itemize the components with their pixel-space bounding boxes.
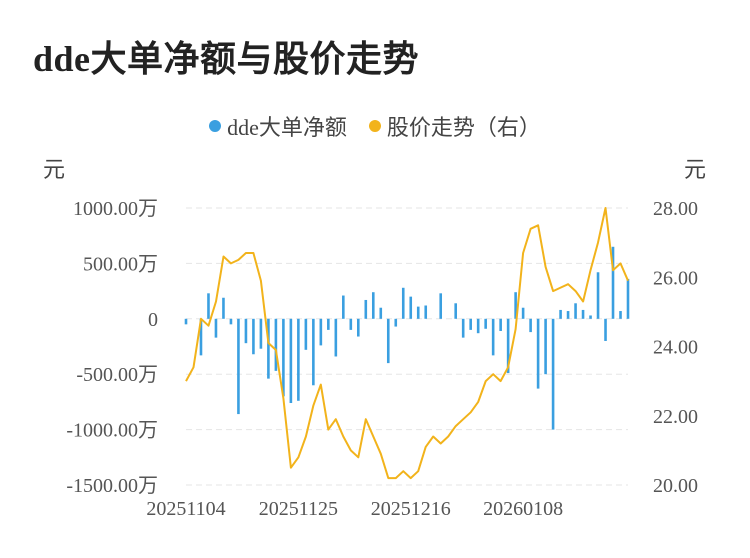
- bar: [357, 318, 360, 337]
- legend-label-dde: dde大单净额: [227, 115, 347, 140]
- bar: [409, 296, 413, 319]
- x-tick-label: 20251216: [371, 498, 451, 520]
- bar: [574, 303, 577, 319]
- bar: [401, 287, 405, 319]
- bar: [514, 292, 517, 319]
- bar: [289, 318, 293, 404]
- bar: [551, 318, 555, 430]
- bar: [334, 318, 338, 357]
- bar: [544, 318, 547, 375]
- legend: dde大单净额 股价走势（右）: [0, 110, 750, 142]
- bar: [229, 318, 233, 325]
- left-tick-label: 0: [148, 309, 158, 331]
- bar: [342, 295, 345, 319]
- legend-line-swatch: [368, 120, 381, 132]
- legend-item-dde[interactable]: dde大单净额: [209, 110, 347, 142]
- bar: [424, 305, 428, 319]
- bar: [199, 318, 203, 356]
- bar: [184, 318, 188, 325]
- bar: [454, 303, 457, 319]
- chart-title: dde大单净额与股价走势: [33, 39, 420, 79]
- bar: [439, 293, 443, 319]
- right-tick-label: 24.00: [653, 337, 698, 359]
- x-axis-ticks: 20251104 20251125 20251216 20260108: [146, 498, 563, 520]
- bar: [379, 307, 383, 319]
- right-axis-ticks: 28.00 26.00 24.00 22.00 20.00: [653, 198, 698, 497]
- bar: [589, 315, 592, 319]
- bar: [521, 307, 525, 319]
- bar: [327, 318, 330, 330]
- bar: [416, 306, 420, 319]
- bar: [349, 318, 353, 330]
- left-axis-unit: 元: [43, 157, 65, 182]
- bar-series: [184, 246, 630, 430]
- bar: [304, 318, 308, 350]
- bar: [529, 318, 532, 333]
- bar: [596, 272, 600, 319]
- bar: [222, 297, 225, 319]
- bar: [506, 318, 510, 374]
- bar: [282, 318, 285, 397]
- line-series: [185, 207, 629, 480]
- x-tick-label: 20251125: [259, 498, 338, 520]
- left-tick-label: 1000.00万: [73, 198, 158, 220]
- bar: [484, 318, 487, 329]
- bar: [566, 311, 570, 319]
- bar: [252, 318, 255, 355]
- left-tick-label: -1500.00万: [66, 475, 158, 497]
- bar: [611, 246, 615, 319]
- bar: [581, 309, 585, 319]
- bar: [394, 318, 398, 327]
- bar: [559, 309, 562, 319]
- bar: [259, 318, 263, 349]
- x-tick-label: 20251104: [146, 498, 225, 520]
- bar: [267, 318, 270, 379]
- bar: [461, 318, 465, 338]
- bar: [312, 318, 315, 386]
- legend-bar-swatch: [209, 120, 222, 132]
- left-axis-ticks: 1000.00万 500.00万 0 -500.00万 -1000.00万 -1500.0…: [66, 198, 158, 497]
- bar: [619, 311, 622, 319]
- bar: [371, 292, 375, 319]
- bar: [536, 318, 540, 389]
- right-tick-label: 28.00: [653, 198, 698, 220]
- bar: [491, 318, 495, 356]
- bar: [626, 278, 630, 319]
- x-tick-label: 20260108: [483, 498, 563, 520]
- legend-item-price[interactable]: 股价走势（右）: [368, 110, 541, 142]
- legend-label-price: 股价走势（右）: [386, 115, 541, 140]
- bar: [274, 318, 278, 371]
- left-tick-label: 500.00万: [83, 253, 158, 275]
- left-tick-label: -1000.00万: [66, 420, 158, 442]
- bar: [499, 318, 502, 331]
- bar: [476, 318, 480, 334]
- bar: [297, 318, 300, 401]
- bar: [237, 318, 240, 415]
- bar: [364, 299, 368, 319]
- bar: [604, 318, 607, 341]
- bar: [319, 318, 323, 346]
- right-tick-label: 22.00: [653, 406, 698, 428]
- bar: [469, 318, 472, 330]
- bar: [244, 318, 248, 344]
- left-tick-label: -500.00万: [76, 364, 158, 386]
- bar: [207, 293, 210, 319]
- right-tick-label: 20.00: [653, 475, 698, 497]
- right-axis-unit: 元: [684, 157, 706, 182]
- price-line: [185, 207, 629, 480]
- bar: [386, 318, 390, 364]
- right-tick-label: 26.00: [653, 267, 698, 289]
- bar: [214, 318, 218, 338]
